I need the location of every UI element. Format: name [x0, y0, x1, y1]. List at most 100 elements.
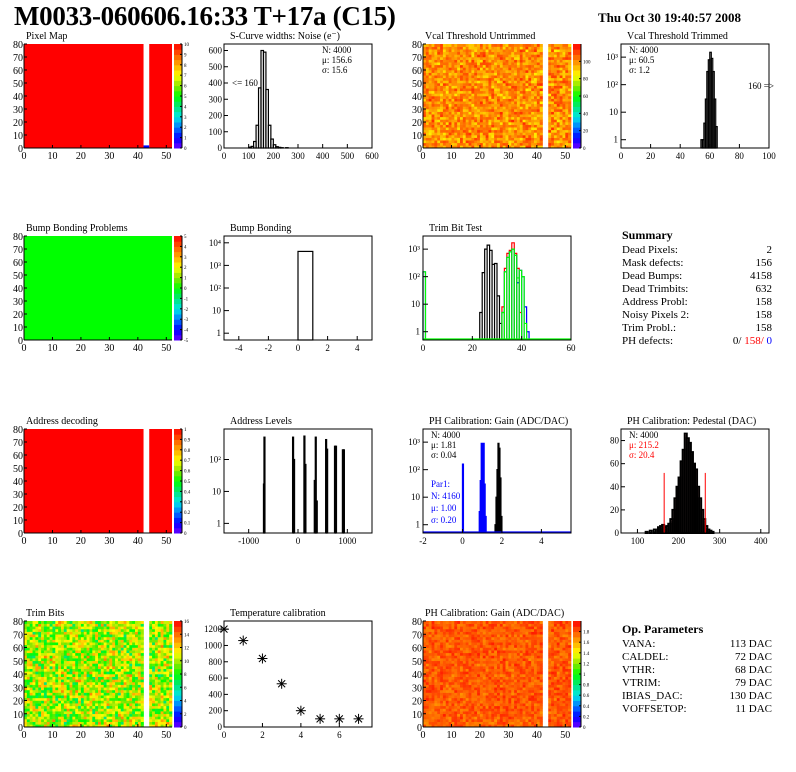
- scatter-point: [353, 713, 364, 724]
- heatmap-cell: [163, 695, 167, 699]
- heatmap-cell: [86, 676, 90, 680]
- heatmap-cell: [32, 647, 36, 651]
- heatmap-cell: [488, 132, 492, 136]
- palette-step: [174, 626, 182, 633]
- heatmap-cell: [75, 642, 79, 646]
- heatmap-cell: [440, 700, 444, 704]
- heatmap-cell: [502, 142, 506, 146]
- heatmap-cell: [479, 122, 484, 125]
- heatmap-cell: [440, 51, 444, 55]
- heatmap-cell: [499, 62, 503, 66]
- heatmap-cell: [514, 44, 518, 47]
- heatmap-cell: [46, 644, 50, 648]
- heatmap-cell: [525, 140, 529, 144]
- heatmap-cell: [61, 708, 65, 712]
- heatmap-cell: [428, 109, 432, 112]
- heatmap-cell: [528, 72, 532, 76]
- heatmap-cell: [137, 644, 141, 648]
- chart-title: PH Calibration: Gain (ADC/DAC): [425, 608, 564, 619]
- heatmap-cell: [35, 655, 39, 659]
- heatmap-cell: [160, 674, 164, 677]
- heatmap-cell: [98, 660, 102, 664]
- heatmap-cell: [129, 623, 133, 627]
- heatmap-cell: [431, 46, 435, 50]
- x-tick-label: 0: [296, 343, 301, 353]
- heatmap-cell: [428, 679, 432, 683]
- heatmap-cell: [468, 51, 472, 55]
- heatmap-cell: [423, 663, 427, 667]
- heatmap-cell: [534, 137, 538, 141]
- heatmap-cell: [568, 51, 572, 55]
- heatmap-cell: [465, 77, 469, 81]
- heatmap-cell: [66, 676, 70, 680]
- y-tick-label: 80: [13, 232, 23, 243]
- heatmap-cell: [66, 708, 70, 712]
- heatmap-cell: [548, 80, 552, 84]
- heatmap-cell: [61, 628, 65, 632]
- heatmap-cell: [565, 119, 569, 123]
- heatmap-cell: [431, 44, 435, 47]
- heatmap-cell: [448, 88, 452, 92]
- heatmap-cell: [454, 103, 458, 107]
- heatmap-cell: [100, 671, 104, 675]
- heatmap-cell: [425, 708, 429, 712]
- heatmap-cell: [115, 713, 119, 717]
- heatmap-cell: [428, 668, 432, 672]
- heatmap-cell: [75, 711, 79, 715]
- palette-step: [174, 272, 182, 279]
- heatmap-cell: [41, 692, 45, 696]
- heatmap-cell: [425, 124, 429, 128]
- heatmap-cell: [491, 111, 495, 115]
- heatmap-cell: [534, 93, 538, 97]
- heatmap-cell: [553, 132, 558, 136]
- heatmap-cell: [423, 626, 427, 630]
- heatmap-cell: [423, 639, 427, 643]
- heatmap-cell: [442, 109, 447, 112]
- heatmap-cell: [482, 75, 486, 79]
- heatmap-cell: [556, 114, 560, 118]
- heatmap-cell: [140, 695, 144, 699]
- heatmap-cell: [98, 681, 102, 685]
- heatmap-cell: [123, 666, 127, 669]
- heatmap-cell: [61, 700, 65, 704]
- heatmap-cell: [536, 106, 540, 110]
- heatmap-cell: [154, 703, 159, 707]
- heatmap-cell: [137, 689, 141, 693]
- heatmap-cell: [477, 129, 481, 133]
- heatmap-cell: [92, 626, 96, 630]
- heatmap-cell: [425, 93, 429, 97]
- heatmap-cell: [442, 145, 447, 149]
- heatmap-cell: [522, 96, 526, 99]
- palette-step: [573, 44, 581, 50]
- heatmap-cell: [163, 676, 167, 680]
- heatmap-cell: [152, 724, 156, 728]
- palette-step: [174, 674, 182, 680]
- heatmap-cell: [137, 642, 141, 646]
- heatmap-cell: [89, 621, 93, 624]
- heatmap-cell: [106, 692, 110, 696]
- histogram-fill: [697, 486, 700, 533]
- heatmap-cell: [423, 679, 427, 683]
- heatmap-cell: [140, 681, 144, 685]
- heatmap-cell: [479, 129, 484, 133]
- heatmap-cell: [525, 57, 529, 60]
- heatmap-cell: [120, 681, 124, 685]
- heatmap-cell: [502, 93, 506, 97]
- heatmap-cell: [69, 679, 73, 683]
- heatmap-cell: [43, 639, 48, 643]
- heatmap-cell: [32, 636, 36, 640]
- heatmap-cell: [61, 692, 65, 696]
- heatmap-cell: [514, 96, 518, 99]
- heatmap-cell: [26, 652, 30, 656]
- heatmap-cell: [98, 719, 102, 722]
- heatmap-cell: [100, 660, 104, 664]
- heatmap-cell: [454, 67, 458, 71]
- heatmap-cell: [43, 652, 48, 656]
- heatmap-cell: [75, 621, 79, 624]
- heatmap-cell: [531, 119, 535, 123]
- heatmap-cell: [471, 85, 475, 89]
- heatmap-cell: [32, 674, 36, 677]
- heatmap-cell: [117, 724, 122, 728]
- heatmap-cell: [431, 103, 435, 107]
- heatmap-cell: [166, 692, 170, 696]
